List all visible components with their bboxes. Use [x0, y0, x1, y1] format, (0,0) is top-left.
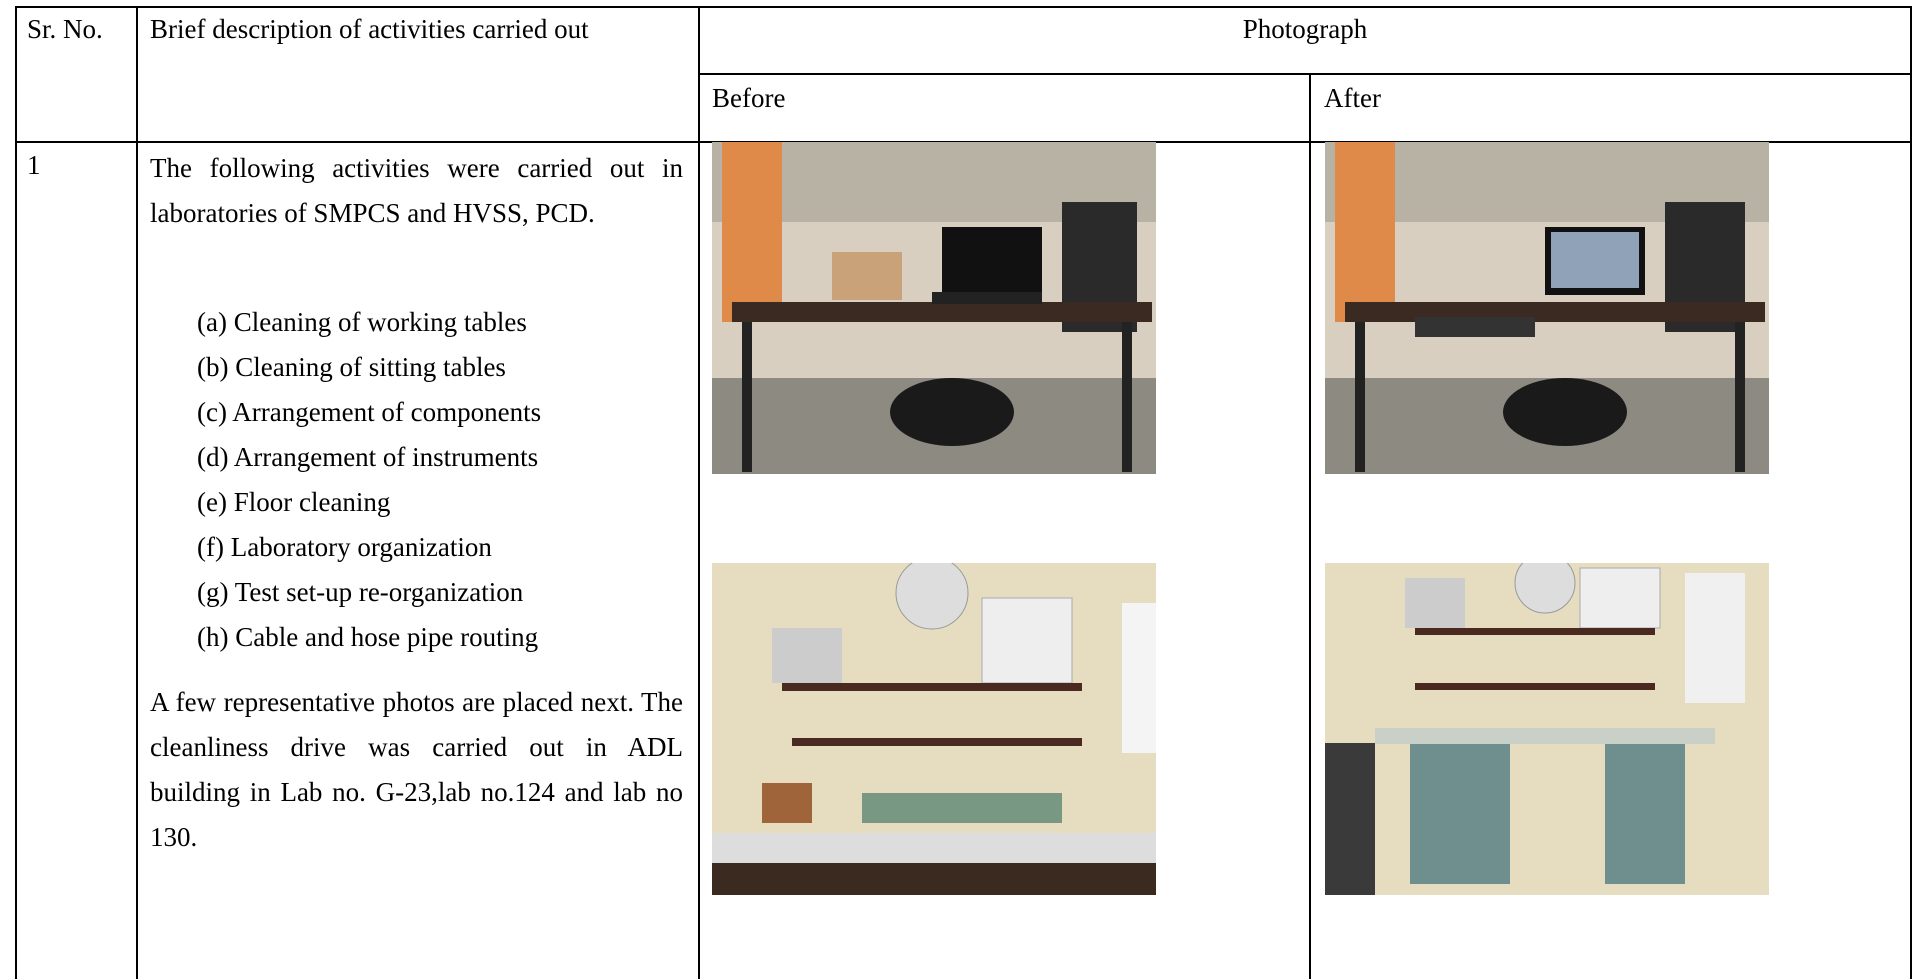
- header-cell: Photograph: [1242, 14, 1368, 44]
- closing: A few representative photos are placed n…: [150, 687, 683, 852]
- activity-item: (h) Cable and hose pipe routing: [197, 622, 539, 652]
- activity-item: (g) Test set-up re-organization: [197, 577, 524, 607]
- intro: The following activities were carried ou…: [150, 153, 683, 228]
- header-cell: Brief description of activities carried …: [150, 14, 589, 44]
- activity-item: (a) Cleaning of working tables: [197, 307, 527, 337]
- activity-item: (b) Cleaning of sitting tables: [197, 352, 506, 382]
- sr-no: 1: [27, 150, 41, 180]
- activity-list: (a) Cleaning of working tables (b) Cleani…: [197, 300, 541, 660]
- activity-item: (f) Laboratory organization: [197, 532, 492, 562]
- activity-item: (c) Arrangement of components: [197, 397, 542, 427]
- header-cell: Sr. No.: [27, 14, 103, 44]
- border: [136, 6, 138, 979]
- header-cell: After: [1324, 83, 1381, 113]
- border: [1910, 6, 1912, 979]
- activity-item: (e) Floor cleaning: [197, 487, 391, 517]
- border: [15, 6, 1912, 8]
- header-cell: Before: [712, 83, 786, 113]
- activity-item: (d) Arrangement of instruments: [197, 442, 539, 472]
- border: [699, 73, 1912, 75]
- photo-after-1: [1325, 142, 1769, 474]
- border: [698, 6, 700, 979]
- photo-after-2: [1325, 563, 1769, 895]
- border: [15, 6, 17, 979]
- photo-before-2: [712, 563, 1156, 895]
- photo-before-1: [712, 142, 1156, 474]
- border: [1309, 73, 1311, 979]
